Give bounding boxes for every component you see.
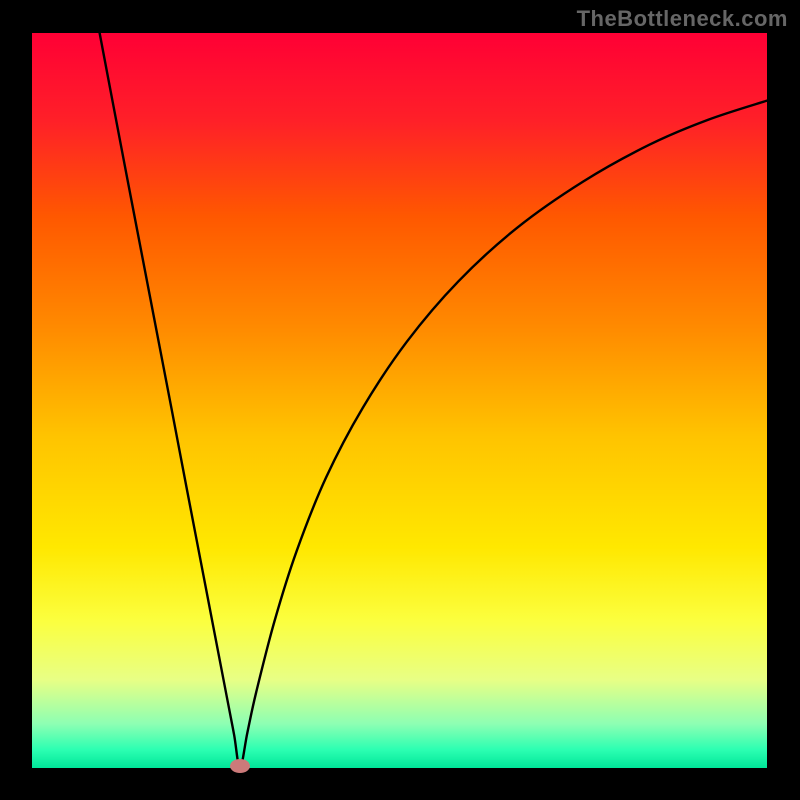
chart-svg — [0, 0, 800, 800]
chart-container: TheBottleneck.com — [0, 0, 800, 800]
trough-marker — [230, 759, 250, 773]
plot-background — [32, 33, 767, 768]
